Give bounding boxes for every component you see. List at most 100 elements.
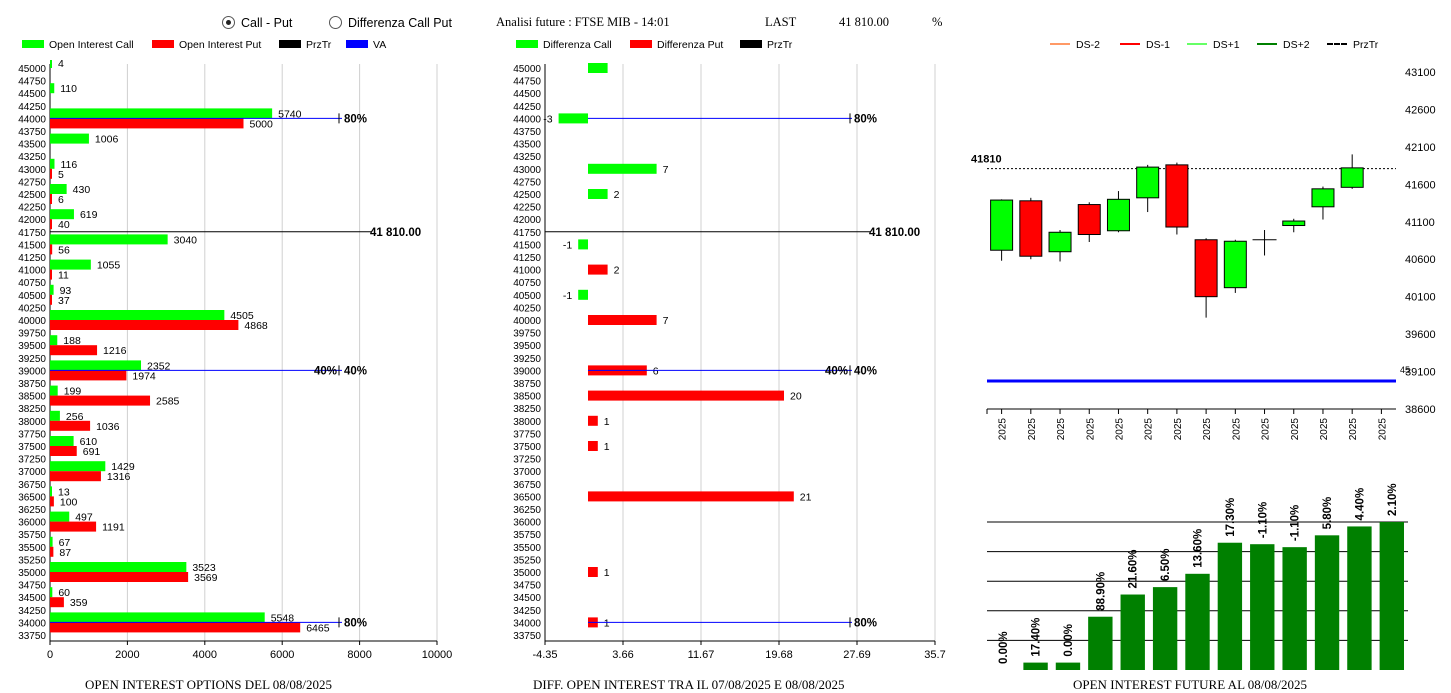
legend-line-icon: [1187, 43, 1207, 45]
diff-bar-label: 2: [614, 265, 620, 277]
strike-label: 38500: [513, 392, 541, 403]
call-bar: [50, 133, 89, 144]
candle-body: [1194, 239, 1218, 298]
call-bar: [50, 284, 54, 295]
caption-right: OPEN INTEREST FUTURE AL 08/08/2025: [1073, 677, 1308, 692]
put-bar: [50, 118, 244, 129]
strike-label: 36000: [513, 518, 541, 529]
candle-body: [1019, 200, 1043, 257]
call-bar-label: 93: [60, 285, 72, 297]
strike-label: 42250: [18, 203, 46, 214]
diff-bar-label: 6: [653, 365, 659, 377]
put-bar-label: 3569: [194, 572, 218, 584]
diff-bar: [588, 491, 794, 502]
call-bar-label: 67: [59, 537, 71, 549]
strike-label: 33750: [513, 631, 541, 642]
y-tick-label: 39100: [1405, 367, 1436, 379]
put-bar-label: 691: [83, 446, 101, 458]
future-bar-label: 88.90%: [1095, 572, 1107, 611]
radio-differenza[interactable]: Differenza Call Put: [329, 16, 452, 30]
va-label: 40%: [344, 365, 367, 377]
legend-ds-plus2: DS+2: [1257, 39, 1310, 51]
candle-body: [1077, 204, 1101, 236]
legend-swatch-icon: [740, 40, 762, 48]
diff-bar: [588, 264, 608, 275]
strike-label: 44500: [513, 89, 541, 100]
radio-selected-icon: [222, 16, 235, 29]
strike-label: 44000: [513, 114, 541, 125]
call-bar-label: 116: [60, 159, 77, 171]
put-bar: [50, 521, 97, 532]
diff-bar: [578, 239, 588, 250]
radio-call-put[interactable]: Call - Put: [222, 16, 292, 30]
future-bar: [1314, 535, 1340, 670]
future-bar: [1120, 594, 1145, 670]
strike-label: 37000: [18, 467, 46, 478]
legend-oi-call: Open Interest Call: [22, 39, 134, 51]
call-bar: [50, 234, 168, 245]
strike-label: 39500: [513, 341, 541, 352]
call-bar-label: 60: [58, 587, 70, 599]
strike-label: 38000: [513, 417, 541, 428]
strike-label: 38500: [18, 392, 46, 403]
va-label: 80%: [854, 113, 877, 125]
call-bar: [50, 436, 74, 446]
diff-bar: [588, 189, 608, 199]
strike-label: 37000: [513, 467, 541, 478]
y-tick-label: 42600: [1405, 104, 1436, 116]
x-tick-label: 05/08/2025: [1261, 418, 1272, 440]
diff-bar-label: 7: [663, 164, 669, 176]
legend-swatch-icon: [516, 40, 538, 48]
x-tick-label: 19.68: [765, 649, 793, 660]
strike-label: 38000: [18, 417, 46, 428]
strike-label: 33750: [18, 631, 46, 642]
call-bar: [50, 335, 58, 346]
strike-label: 40000: [18, 316, 46, 327]
diff-bar: [588, 63, 608, 73]
future-bar-label: 21.60%: [1128, 550, 1140, 589]
put-bar-label: 1316: [107, 471, 131, 483]
put-bar-label: 100: [60, 496, 78, 508]
legend-line-icon: [1050, 43, 1070, 45]
call-bar-label: 3040: [174, 234, 198, 246]
x-tick-label: -4.35: [532, 649, 557, 660]
strike-label: 37500: [513, 442, 541, 453]
x-tick-label: 2000: [115, 649, 139, 660]
radio-call-put-label: Call - Put: [241, 16, 293, 30]
future-bar: [1250, 544, 1275, 670]
y-tick-label: 42100: [1405, 142, 1436, 154]
strike-label: 43500: [18, 140, 46, 151]
x-tick-label: 01/08/2025: [1202, 418, 1213, 440]
diff-bar: [588, 163, 657, 174]
strike-label: 37250: [513, 455, 541, 466]
strike-label: 35500: [18, 543, 46, 554]
call-bar-label: 430: [73, 184, 91, 196]
put-bar-label: 6: [58, 194, 64, 206]
y-tick-label: 41600: [1405, 179, 1436, 191]
strike-label: 41500: [513, 240, 541, 251]
x-tick-label: 6000: [270, 649, 294, 660]
diff-bar: [588, 390, 784, 401]
call-bar: [50, 385, 58, 396]
candle-body: [1282, 220, 1306, 227]
put-bar: [50, 395, 151, 406]
strike-label: 35000: [18, 568, 46, 579]
y-tick-label: 40600: [1405, 254, 1436, 266]
strike-label: 38750: [513, 379, 541, 390]
legend-label: Open Interest Call: [49, 39, 134, 51]
future-bar-label: 5.80%: [1322, 497, 1334, 530]
future-bar-label: 13.60%: [1193, 529, 1205, 568]
call-bar: [50, 587, 53, 598]
call-bar-label: 1006: [95, 134, 119, 146]
diff-bar: [578, 289, 588, 300]
candle-body: [1136, 166, 1160, 199]
strike-label: 40000: [513, 316, 541, 327]
put-bar: [50, 345, 98, 356]
future-bar-label: -1.10%: [1290, 505, 1302, 541]
call-bar: [50, 158, 55, 169]
call-bar-label: 4505: [230, 310, 254, 322]
legend-label: VA: [373, 39, 387, 51]
strike-label: 37500: [18, 442, 46, 453]
legend-prztr-mid: PrzTr: [740, 39, 792, 51]
put-bar: [50, 168, 52, 179]
